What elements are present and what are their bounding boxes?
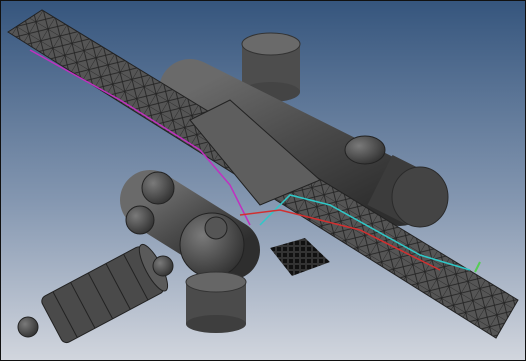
hatch [344, 135, 386, 165]
cable-cyan [259, 194, 471, 271]
adapter [152, 255, 174, 277]
cable-magenta [29, 49, 251, 226]
end-cylinder [367, 154, 449, 228]
port [125, 205, 155, 235]
truss-panel [189, 99, 321, 206]
port [141, 171, 175, 205]
docking-port [17, 316, 39, 338]
lower-cylinder [185, 271, 247, 333]
cable-red [239, 209, 441, 271]
port [204, 216, 228, 240]
top-cylinder [241, 32, 301, 102]
cable-green [474, 261, 481, 273]
grate [270, 238, 330, 276]
